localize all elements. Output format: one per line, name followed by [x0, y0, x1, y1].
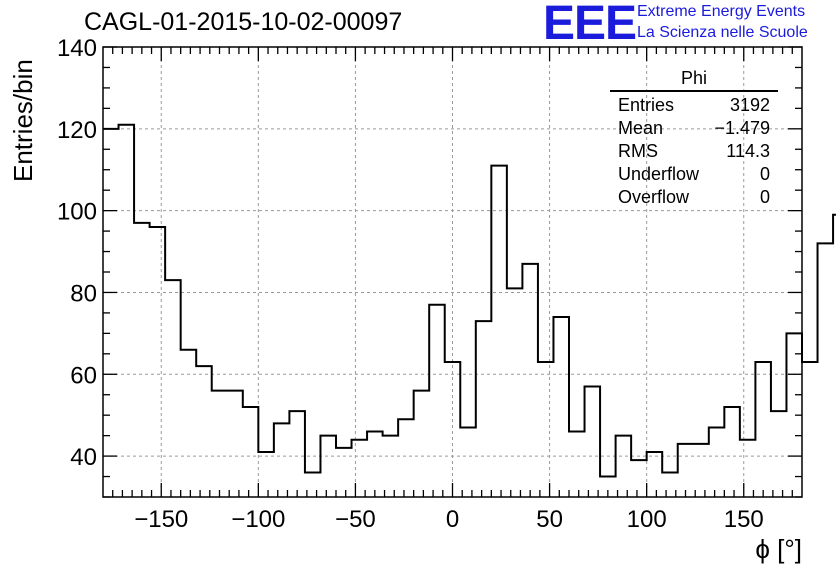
stats-value: 114.3	[726, 141, 770, 161]
histogram-bin	[212, 391, 228, 497]
histogram-bin	[336, 448, 352, 497]
x-tick-label: 100	[627, 506, 667, 533]
y-tick-label: 80	[70, 280, 97, 307]
histogram-bin	[616, 436, 632, 497]
histogram-line	[103, 123, 836, 478]
histogram-bin	[522, 264, 538, 497]
stats-row-mean: Mean −1.479	[610, 117, 778, 140]
histogram-bin	[724, 407, 740, 497]
histogram-bin	[383, 436, 399, 497]
histogram-bin	[258, 452, 274, 497]
histogram-bin	[165, 280, 181, 497]
histogram-bin	[429, 305, 445, 497]
histogram-bin	[289, 411, 305, 497]
stats-title: Phi	[610, 68, 778, 92]
histogram-bin	[631, 460, 647, 497]
stats-box: Phi Entries 3192 Mean −1.479 RMS 114.3 U…	[610, 68, 778, 209]
stats-value: −1.479	[714, 118, 770, 138]
eee-logo: EEE	[543, 0, 637, 50]
x-tick-label: 50	[536, 506, 563, 533]
histogram-bin	[553, 317, 569, 497]
logo-line-1: Extreme Energy Events	[637, 3, 806, 20]
histogram-bin	[352, 440, 368, 497]
histogram-bin	[181, 350, 197, 497]
y-tick-label: 60	[70, 362, 97, 389]
histogram-bin	[227, 391, 243, 497]
y-tick-label: 40	[70, 444, 97, 471]
histogram-bin	[740, 440, 756, 497]
stats-value: 0	[759, 187, 770, 207]
stats-value: 3192	[729, 95, 770, 115]
histogram-bin	[491, 166, 507, 497]
histogram-bin	[367, 432, 383, 497]
histogram-bin	[647, 452, 663, 497]
histogram-bin	[818, 243, 834, 497]
x-tick-label: 0	[446, 506, 459, 533]
x-tick-label: −50	[335, 506, 376, 533]
stats-label: Entries	[618, 95, 675, 115]
stats-label: Mean	[618, 118, 664, 138]
stats-label: RMS	[618, 141, 658, 161]
histogram-bin	[569, 432, 585, 497]
y-tick-label: 120	[57, 117, 97, 144]
histogram-bin	[414, 391, 430, 497]
histogram-bin	[585, 387, 601, 497]
histogram-bin	[709, 427, 725, 497]
histogram-bin	[771, 411, 787, 497]
histogram-bin	[243, 407, 259, 497]
x-axis-label: ϕ [°]	[755, 534, 802, 564]
histogram-bin	[196, 366, 212, 497]
x-tick-label: −150	[134, 506, 188, 533]
y-tick-label: 140	[57, 35, 97, 62]
x-tick-label: −100	[231, 506, 285, 533]
histogram-bin	[445, 362, 461, 497]
logo-line-2: La Scienza nelle Scuole	[637, 24, 808, 41]
stats-row-entries: Entries 3192	[610, 94, 778, 117]
histogram-bin	[274, 423, 290, 497]
y-tick-label: 100	[57, 199, 97, 226]
histogram-bin	[538, 362, 554, 497]
histogram-bin	[398, 419, 414, 497]
stats-row-underflow: Underflow 0	[610, 163, 778, 186]
histogram-bin	[755, 362, 771, 497]
histogram-bin	[678, 444, 694, 497]
histogram-bin	[476, 321, 492, 497]
stats-value: 0	[759, 164, 770, 184]
histogram-bin	[119, 125, 135, 497]
stats-row-rms: RMS 114.3	[610, 140, 778, 163]
stats-row-overflow: Overflow 0	[610, 186, 778, 209]
histogram-bin	[802, 362, 818, 497]
run-title: CAGL-01-2015-10-02-00097	[84, 8, 403, 36]
histogram-bin	[460, 427, 476, 497]
histogram-bin	[693, 444, 709, 497]
histogram-bin	[320, 436, 336, 497]
histogram-bin	[507, 288, 523, 497]
stats-label: Underflow	[618, 164, 700, 184]
x-tick-label: 150	[724, 506, 764, 533]
stats-label: Overflow	[618, 187, 690, 207]
